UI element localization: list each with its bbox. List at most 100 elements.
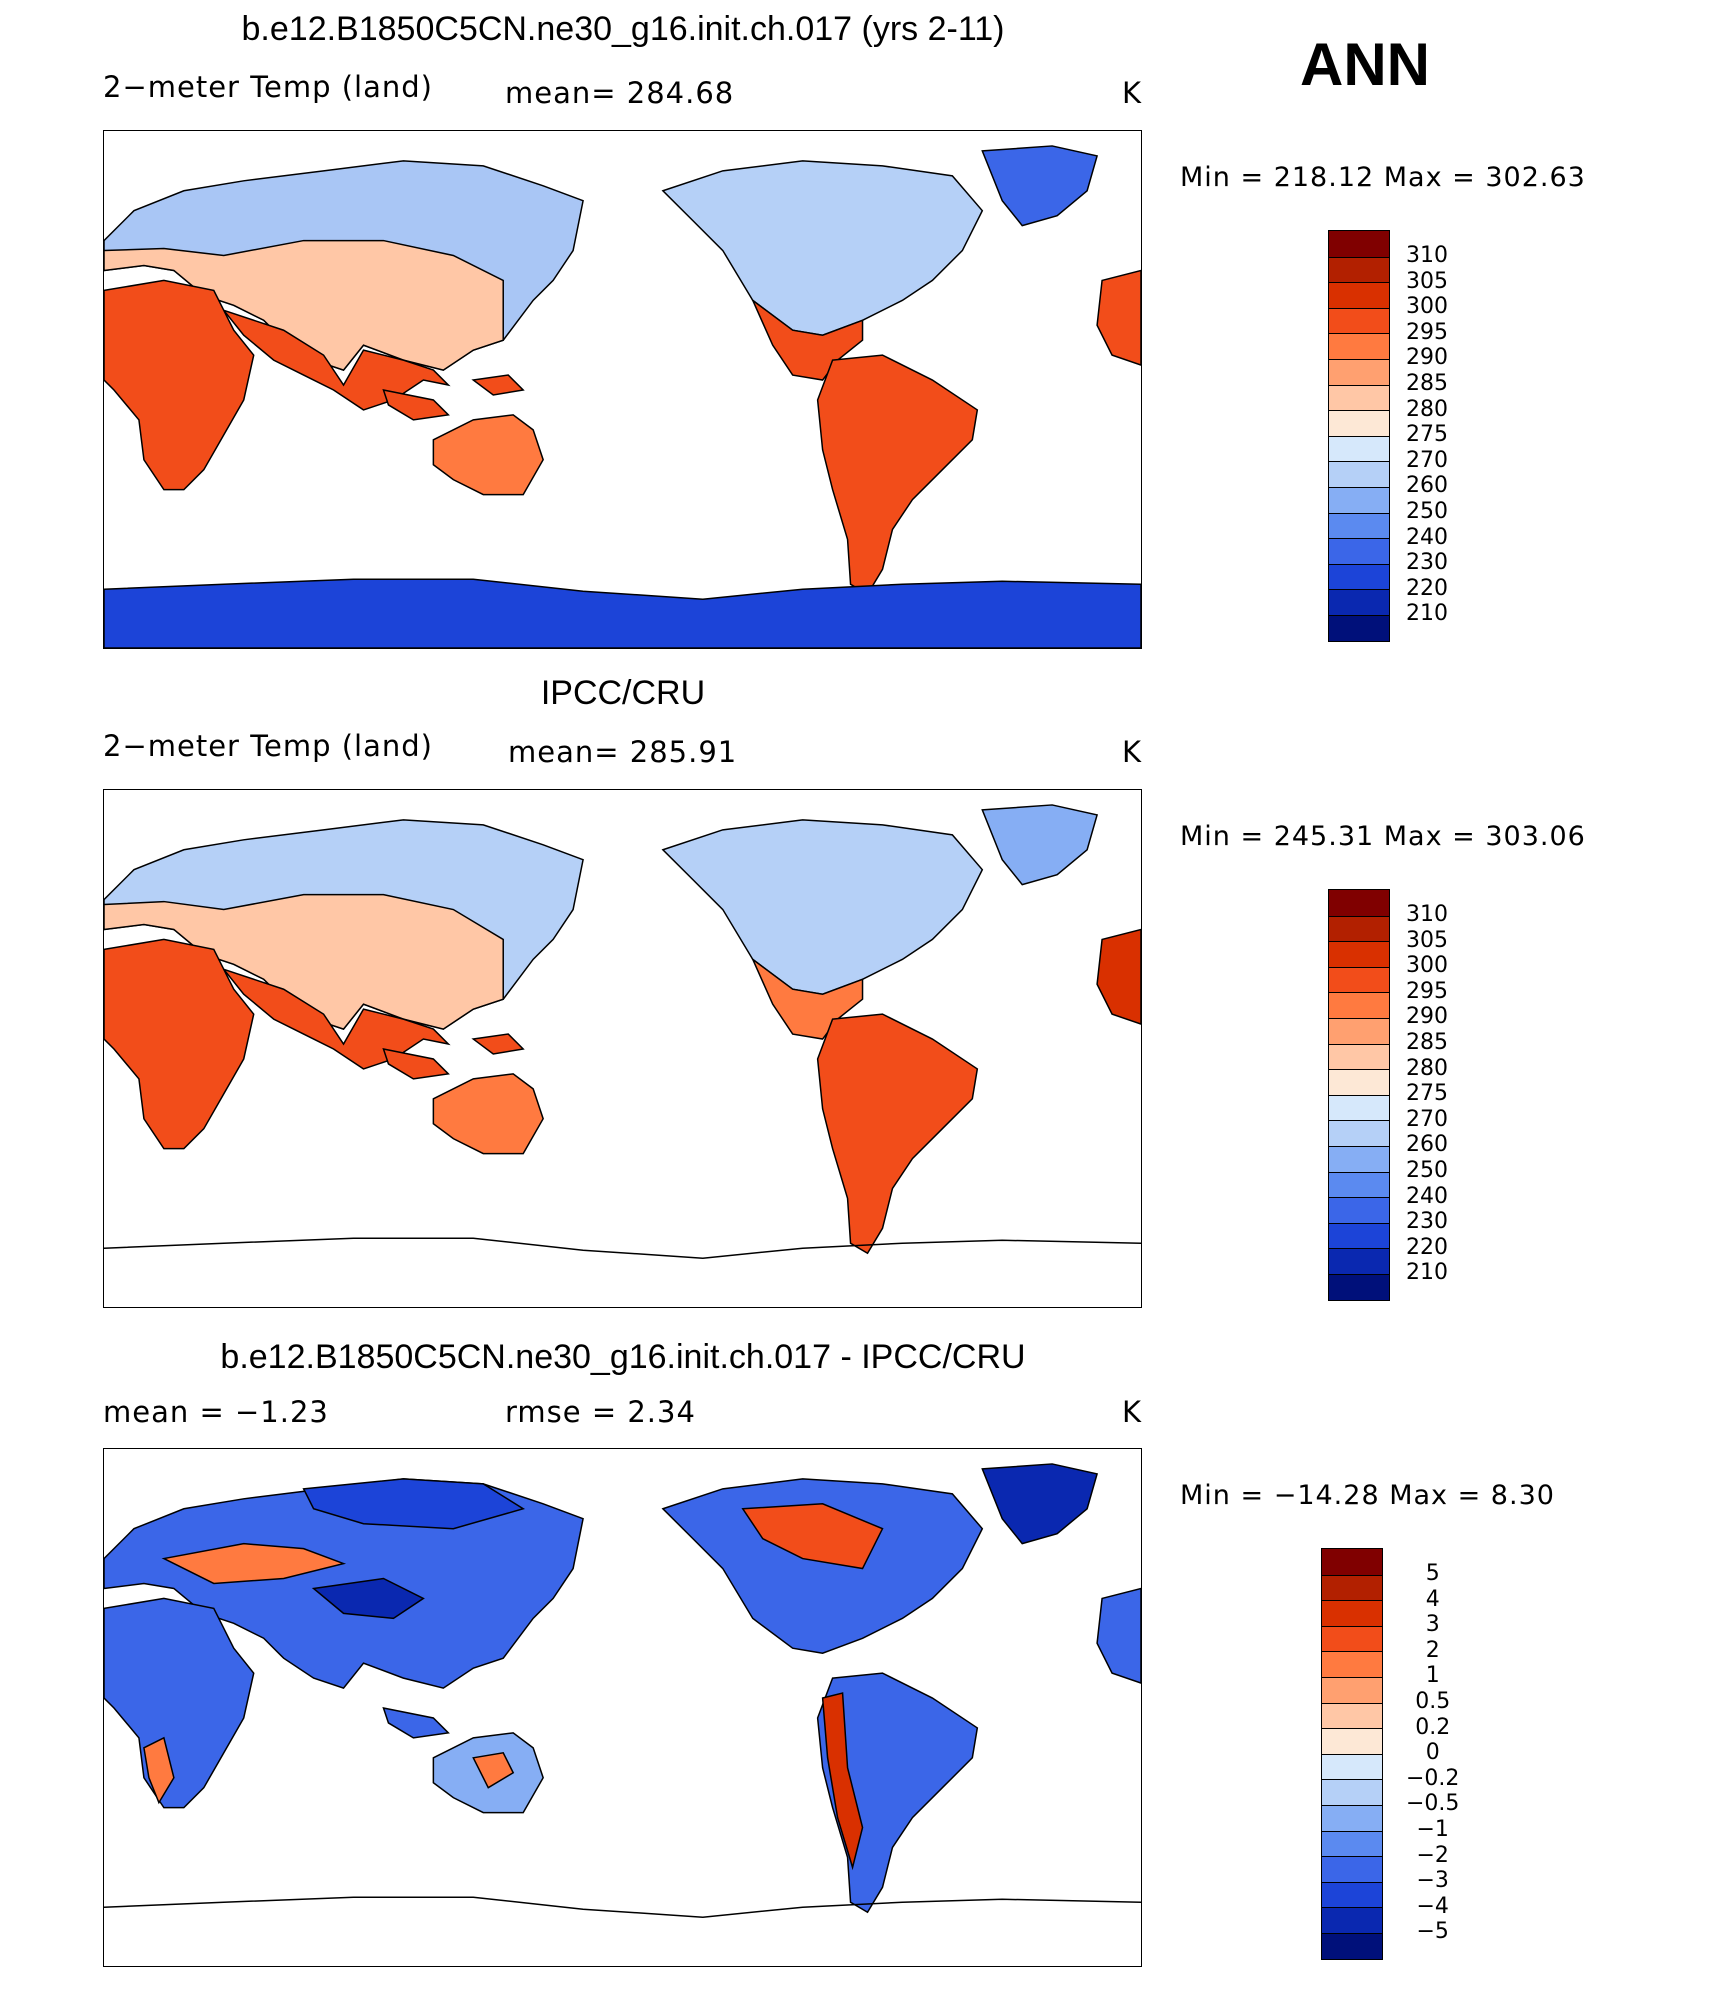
colorbar-swatch xyxy=(1329,461,1389,487)
colorbar-swatch xyxy=(1322,1728,1382,1754)
colorbar-swatch xyxy=(1329,486,1389,513)
panel-2-minmax: Min = 245.31 Max = 303.06 xyxy=(1180,821,1586,852)
colorbar-level-label: 3 xyxy=(1425,1612,1440,1638)
colorbar-swatch xyxy=(1322,1830,1382,1857)
panel-2-mean-label: mean= 285.91 xyxy=(508,735,738,769)
colorbar-swatch xyxy=(1322,1651,1382,1677)
greenland-landmass xyxy=(981,145,1099,227)
colorbar-swatch xyxy=(1329,1069,1389,1095)
colorbar-swatch xyxy=(1322,1907,1382,1933)
colorbar-level-label: 290 xyxy=(1406,1004,1448,1030)
panel-3-minmax: Min = −14.28 Max = 8.30 xyxy=(1180,1480,1555,1511)
colorbar-level-label: 270 xyxy=(1406,1106,1448,1132)
colorbar-level-label: 0 xyxy=(1425,1740,1440,1766)
colorbar-swatch xyxy=(1329,538,1389,564)
colorbar-level-label: −0.5 xyxy=(1406,1791,1460,1817)
north-america-landmass xyxy=(661,1478,984,1654)
panel-1-map xyxy=(103,130,1142,649)
colorbar-level-label: 250 xyxy=(1406,498,1448,524)
panel-3-rmse-label: rmse = 2.34 xyxy=(505,1395,696,1429)
colorbar-swatch xyxy=(1329,1197,1389,1223)
colorbar-swatch xyxy=(1322,1804,1382,1831)
colorbar-swatch xyxy=(1329,589,1389,615)
colorbar-swatch xyxy=(1322,1932,1382,1959)
panel-1-units: K xyxy=(1122,76,1143,110)
colorbar-swatch xyxy=(1329,231,1389,257)
colorbar-swatch xyxy=(1329,1248,1389,1274)
season-label: ANN xyxy=(1300,31,1430,98)
colorbar-level-label: 5 xyxy=(1425,1561,1440,1586)
colorbar-swatch xyxy=(1329,512,1389,539)
africa-landmass xyxy=(104,1597,255,1809)
colorbar-swatch xyxy=(1322,1856,1382,1882)
panel-2-title: IPCC/CRU xyxy=(540,674,706,712)
colorbar-level-label: −4 xyxy=(1416,1893,1449,1919)
colorbar-level-label: −2 xyxy=(1416,1842,1449,1868)
colorbar-level-label: 285 xyxy=(1406,370,1448,396)
panel-2-variable-label: 2−meter Temp (land) xyxy=(103,729,433,763)
colorbar-level-label: 210 xyxy=(1406,1260,1448,1286)
colorbar-level-label: 305 xyxy=(1406,268,1448,294)
colorbar-level-label: 220 xyxy=(1406,1234,1448,1260)
panel-1-minmax: Min = 218.12 Max = 302.63 xyxy=(1180,162,1586,193)
colorbar-swatch xyxy=(1329,358,1389,385)
colorbar-swatch xyxy=(1322,1753,1382,1780)
colorbar-level-label: 240 xyxy=(1406,524,1448,550)
antarctica-outline xyxy=(104,1237,1141,1259)
colorbar-level-label: 280 xyxy=(1406,396,1448,422)
colorbar-level-label: 1 xyxy=(1425,1663,1440,1689)
colorbar-swatch xyxy=(1329,941,1389,967)
colorbar-swatch xyxy=(1329,282,1389,308)
colorbar-swatch xyxy=(1329,563,1389,590)
colorbar-level-label: 230 xyxy=(1406,1209,1448,1235)
colorbar-swatch xyxy=(1329,890,1389,916)
colorbar-swatch xyxy=(1329,1043,1389,1070)
south-america-landmass xyxy=(816,1672,979,1914)
south-america-landmass xyxy=(816,354,979,596)
panel-3-title: b.e12.B1850C5CN.ne30_g16.init.ch.017 - I… xyxy=(220,1338,1026,1376)
colorbar-swatch xyxy=(1322,1702,1382,1729)
colorbar-level-label: 270 xyxy=(1406,447,1448,473)
colorbar-swatch xyxy=(1322,1676,1382,1703)
colorbar-swatch xyxy=(1322,1881,1382,1908)
panel-1-title: b.e12.B1850C5CN.ne30_g16.init.ch.017 (yr… xyxy=(241,10,1005,48)
colorbar-swatch xyxy=(1329,1120,1389,1146)
colorbar-swatch xyxy=(1322,1600,1382,1626)
colorbar-swatch xyxy=(1329,992,1389,1018)
colorbar-level-label: 295 xyxy=(1406,978,1448,1004)
colorbar-level-label: 210 xyxy=(1406,601,1448,627)
colorbar-level-label: 250 xyxy=(1406,1157,1448,1183)
panel-2-units: K xyxy=(1122,735,1143,769)
colorbar-swatch xyxy=(1329,966,1389,993)
colorbar-level-label: 0.5 xyxy=(1415,1688,1451,1714)
australia-landmass xyxy=(432,414,544,496)
colorbar-level-label: −0.2 xyxy=(1406,1765,1460,1791)
colorbar-swatch xyxy=(1329,1094,1389,1121)
colorbar-swatch xyxy=(1322,1625,1382,1652)
colorbar-swatch xyxy=(1329,435,1389,462)
colorbar-swatch xyxy=(1329,256,1389,283)
panel-1-variable-label: 2−meter Temp (land) xyxy=(103,70,433,104)
south-america-landmass xyxy=(816,1013,979,1255)
colorbar-swatch xyxy=(1329,384,1389,411)
colorbar-swatch xyxy=(1329,1222,1389,1249)
panel-2-colorbar xyxy=(1328,889,1390,1301)
antarctica-outline xyxy=(104,1896,1141,1918)
colorbar-swatch xyxy=(1329,333,1389,359)
colorbar-level-label: 300 xyxy=(1406,294,1448,320)
panel-3-colorbar-labels: 5 4 3 2 1 0.5 0.2 0 −0.2 −0.5 −1 −2 −3 −4 −5 xyxy=(1406,1561,1459,1945)
colorbar-level-label: 275 xyxy=(1406,422,1448,448)
panel-2-map xyxy=(103,789,1142,1308)
colorbar-level-label: 285 xyxy=(1406,1029,1448,1055)
africa-landmass xyxy=(104,938,255,1150)
colorbar-level-label: −5 xyxy=(1416,1919,1449,1945)
panel-3-units: K xyxy=(1122,1395,1143,1429)
colorbar-level-label: 305 xyxy=(1406,927,1448,953)
colorbar-swatch xyxy=(1329,614,1389,641)
colorbar-level-label: −1 xyxy=(1416,1816,1449,1842)
colorbar-level-label: 4 xyxy=(1425,1586,1440,1612)
colorbar-swatch xyxy=(1322,1574,1382,1601)
north-america-landmass xyxy=(661,819,984,995)
colorbar-swatch xyxy=(1329,1017,1389,1044)
panel-1-colorbar-labels: 310 305 300 295 290 285 280 275 270 260 250 240 230 2… xyxy=(1406,243,1448,627)
